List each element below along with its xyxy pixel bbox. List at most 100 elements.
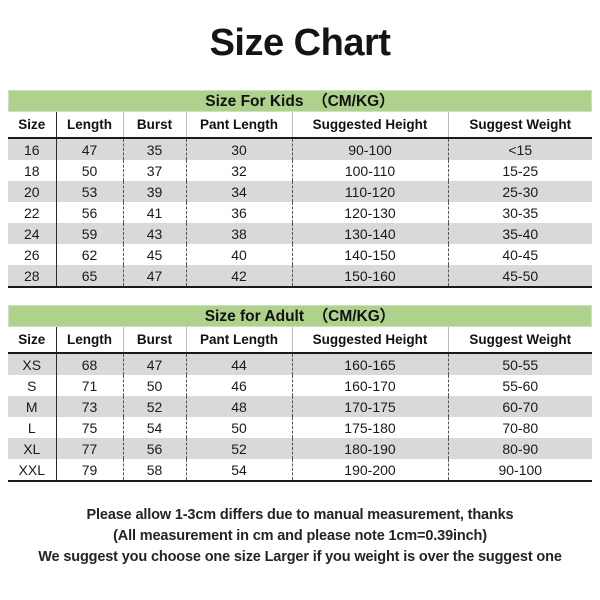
cell-burst: 52 — [122, 396, 186, 417]
cell-pant-length: 48 — [185, 396, 292, 417]
note-line-1: Please allow 1-3cm differs due to manual… — [86, 507, 514, 523]
adult-header-pant-length: Pant Length — [185, 327, 292, 354]
table-row: 24 59 43 38 130-140 35-40 — [8, 223, 592, 244]
cell-suggest-weight: 35-40 — [447, 223, 592, 244]
note-line-2: (All measurement in cm and please note 1… — [113, 528, 487, 544]
cell-length: 53 — [55, 181, 123, 202]
adult-header-burst: Burst — [122, 327, 186, 354]
cell-size: 24 — [8, 223, 56, 244]
cell-suggested-height: 175-180 — [291, 417, 448, 438]
cell-burst: 39 — [122, 181, 186, 202]
cell-burst: 45 — [122, 244, 186, 265]
cell-burst: 43 — [122, 223, 186, 244]
cell-length: 73 — [55, 396, 123, 417]
cell-suggested-height: 160-165 — [291, 353, 448, 375]
cell-length: 79 — [55, 459, 123, 482]
cell-suggested-height: 140-150 — [291, 244, 448, 265]
cell-suggest-weight: 55-60 — [447, 375, 592, 396]
cell-suggested-height: 90-100 — [291, 138, 448, 160]
kids-size-table: Size For Kids （CM/KG） Size Length Burst … — [8, 90, 592, 288]
adult-size-table: Size for Adult （CM/KG） Size Length Burst… — [8, 305, 592, 482]
cell-length: 71 — [55, 375, 123, 396]
cell-length: 59 — [55, 223, 123, 244]
cell-burst: 54 — [122, 417, 186, 438]
kids-header-row: Size Length Burst Pant Length Suggested … — [8, 112, 592, 139]
cell-length: 62 — [55, 244, 123, 265]
cell-suggest-weight: 70-80 — [447, 417, 592, 438]
cell-suggest-weight: 90-100 — [447, 459, 592, 482]
note-line-3: We suggest you choose one size Larger if… — [38, 549, 562, 565]
cell-suggested-height: 160-170 — [291, 375, 448, 396]
cell-size: L — [27, 419, 36, 436]
kids-table-grid: Size Length Burst Pant Length Suggested … — [8, 112, 592, 288]
adult-header-row: Size Length Burst Pant Length Suggested … — [8, 327, 592, 354]
cell-pant-length: 40 — [185, 244, 292, 265]
cell-length: 50 — [55, 160, 123, 181]
cell-pant-length: 36 — [185, 202, 292, 223]
kids-header-pant-length: Pant Length — [185, 112, 292, 139]
adult-header-size: Size — [8, 327, 56, 354]
cell-suggest-weight: 80-90 — [447, 438, 592, 459]
cell-length: 68 — [55, 353, 123, 375]
cell-length: 65 — [55, 265, 123, 288]
cell-pant-length: 38 — [185, 223, 292, 244]
table-row: S 71 50 46 160-170 55-60 — [8, 375, 592, 396]
cell-length: 77 — [55, 438, 123, 459]
cell-length: 75 — [55, 417, 123, 438]
cell-burst: 56 — [122, 438, 186, 459]
cell-pant-length: 54 — [185, 459, 292, 482]
cell-suggest-weight: 40-45 — [447, 244, 592, 265]
cell-suggested-height: 110-120 — [291, 181, 448, 202]
cell-pant-length: 52 — [185, 438, 292, 459]
page-title: Size Chart — [209, 22, 391, 64]
cell-burst: 35 — [122, 138, 186, 160]
cell-size: S — [27, 377, 37, 394]
cell-size: XXL — [8, 459, 56, 482]
cell-pant-length: 30 — [185, 138, 292, 160]
cell-burst: 47 — [122, 353, 186, 375]
cell-suggested-height: 150-160 — [291, 265, 448, 288]
kids-header-length: Length — [55, 112, 123, 139]
cell-suggested-height: 130-140 — [291, 223, 448, 244]
cell-size: M — [8, 396, 56, 417]
cell-burst: 41 — [122, 202, 186, 223]
cell-size: 28 — [8, 265, 56, 288]
kids-header-burst: Burst — [122, 112, 186, 139]
adult-header-suggest-weight: Suggest Weight — [447, 327, 592, 354]
cell-suggest-weight: 15-25 — [447, 160, 592, 181]
kids-header-size: Size — [8, 112, 56, 139]
cell-burst: 58 — [122, 459, 186, 482]
cell-pant-length: 50 — [185, 417, 292, 438]
table-row: XS 68 47 44 160-165 50-55 — [8, 353, 592, 375]
cell-suggest-weight: 30-35 — [447, 202, 592, 223]
cell-pant-length: 44 — [185, 353, 292, 375]
table-row: 28 65 47 42 150-160 45-50 — [8, 265, 592, 288]
table-row: 22 56 41 36 120-130 30-35 — [8, 202, 592, 223]
cell-size: 20 — [8, 181, 56, 202]
cell-suggested-height: 180-190 — [291, 438, 448, 459]
table-row: XXL 79 58 54 190-200 90-100 — [8, 459, 592, 482]
kids-header-suggest-weight: Suggest Weight — [447, 112, 592, 139]
cell-suggest-weight: <15 — [447, 138, 592, 160]
adult-table-band-title: Size for Adult （CM/KG） — [8, 305, 592, 327]
cell-size: 18 — [23, 162, 40, 179]
table-row: M 73 52 48 170-175 60-70 — [8, 396, 592, 417]
cell-size: XS — [8, 353, 56, 375]
cell-size: XL — [8, 438, 56, 459]
table-row: XL 77 56 52 180-190 80-90 — [8, 438, 592, 459]
cell-suggested-height: 100-110 — [291, 160, 448, 181]
cell-pant-length: 34 — [185, 181, 292, 202]
cell-suggested-height: 170-175 — [291, 396, 448, 417]
cell-suggest-weight: 25-30 — [447, 181, 592, 202]
cell-burst: 37 — [122, 160, 186, 181]
cell-pant-length: 42 — [185, 265, 292, 288]
cell-pant-length: 46 — [185, 375, 292, 396]
kids-header-suggested-height: Suggested Height — [291, 112, 448, 139]
cell-burst: 50 — [122, 375, 186, 396]
cell-length: 56 — [55, 202, 123, 223]
cell-size: 22 — [23, 204, 40, 221]
table-row: 20 53 39 34 110-120 25-30 — [8, 181, 592, 202]
adult-header-length: Length — [55, 327, 123, 354]
measurement-notes: Please allow 1-3cm differs due to manual… — [0, 505, 600, 568]
